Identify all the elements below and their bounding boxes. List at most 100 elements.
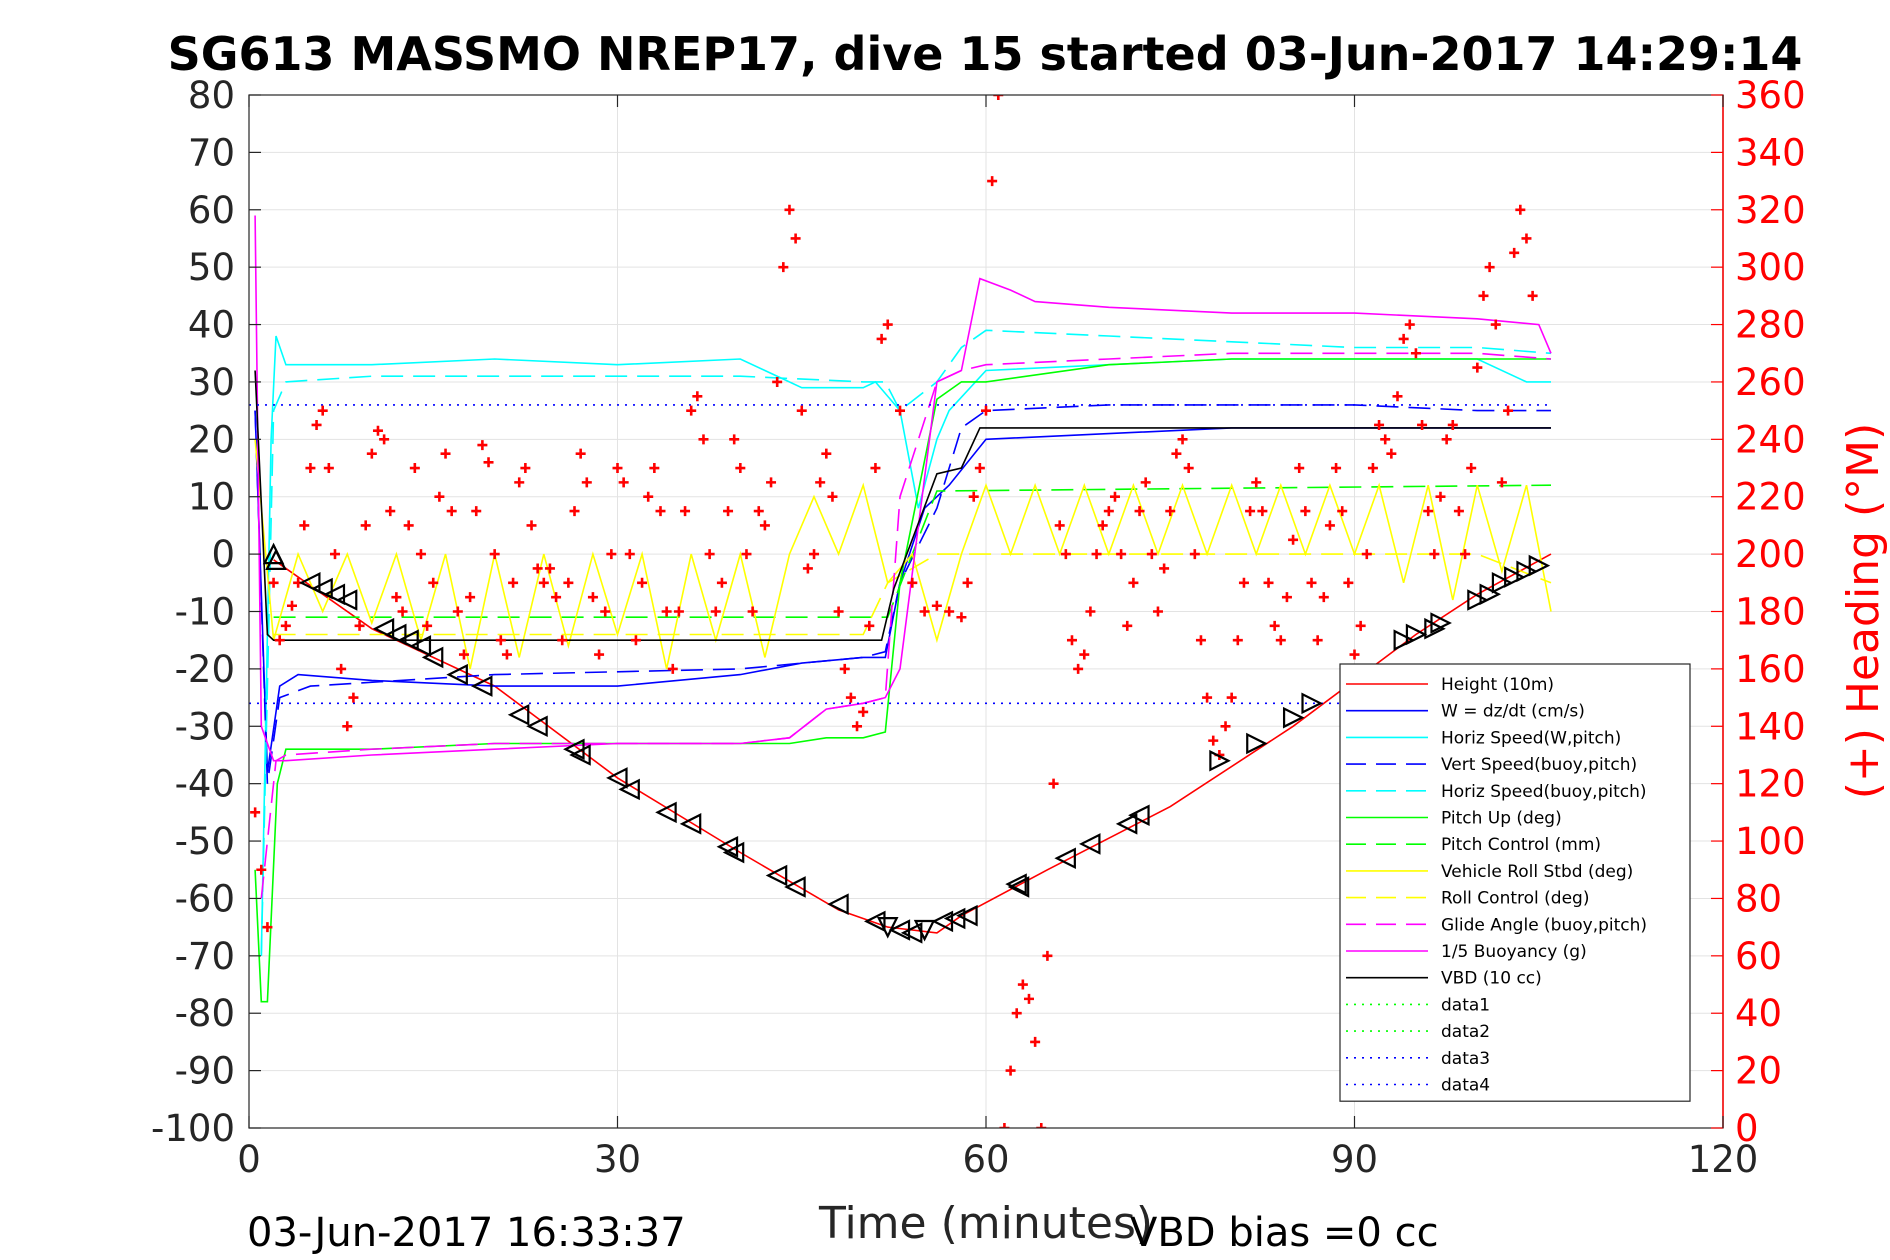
heading-point: [796, 405, 807, 416]
heading-point: [680, 506, 691, 517]
heading-point: [895, 405, 906, 416]
left-tick-label: -70: [175, 935, 235, 978]
heading-point: [1060, 549, 1071, 560]
right-tick-label: 220: [1735, 476, 1806, 519]
legend-label: Glide Angle (buoy,pitch): [1441, 915, 1647, 935]
legend-label: 1/5 Buoyancy (g): [1441, 942, 1587, 962]
heading-point: [1085, 606, 1096, 617]
heading-point: [870, 463, 881, 474]
heading-point: [919, 606, 930, 617]
heading-point: [667, 663, 678, 674]
heading-point: [876, 333, 887, 344]
heading-point: [649, 463, 660, 474]
heading-point: [422, 620, 433, 631]
heading-point: [673, 606, 684, 617]
heading-point: [446, 506, 457, 517]
heading-point: [1097, 520, 1108, 531]
right-tick-label: 300: [1735, 246, 1806, 289]
heading-point: [1361, 549, 1372, 560]
heading-point: [1128, 577, 1139, 588]
heading-point: [391, 592, 402, 603]
heading-point: [1337, 506, 1348, 517]
heading-point: [864, 620, 875, 631]
triangle-marker: [876, 917, 899, 939]
heading-point: [1398, 333, 1409, 344]
heading-point: [698, 434, 709, 445]
right-tick-label: 100: [1735, 820, 1806, 863]
triangle-marker: [679, 813, 702, 835]
heading-point: [1509, 247, 1520, 258]
heading-point: [778, 262, 789, 273]
heading-point: [1165, 506, 1176, 517]
heading-point: [1202, 692, 1213, 703]
left-tick-label: 30: [188, 361, 235, 404]
heading-point: [379, 434, 390, 445]
heading-point: [428, 577, 439, 588]
heading-point: [907, 577, 918, 588]
heading-point: [1367, 463, 1378, 474]
right-tick-label: 160: [1735, 648, 1806, 691]
heading-point: [1109, 491, 1120, 502]
legend-label: Vert Speed(buoy,pitch): [1441, 755, 1637, 775]
heading-point: [372, 425, 383, 436]
left-tick-label: -40: [175, 763, 235, 806]
heading-point: [1195, 635, 1206, 646]
heading-point: [759, 520, 770, 531]
heading-point: [710, 606, 721, 617]
triangle-marker: [1209, 749, 1231, 772]
heading-point: [993, 95, 1004, 100]
heading-point: [594, 649, 605, 660]
legend-label: data4: [1441, 1076, 1490, 1096]
triangle-marker: [1115, 813, 1138, 835]
heading-point: [526, 520, 537, 531]
heading-point: [1281, 592, 1292, 603]
heading-point: [581, 477, 592, 488]
heading-point: [747, 606, 758, 617]
heading-point: [1503, 405, 1514, 416]
heading-point: [974, 463, 985, 474]
heading-point: [520, 463, 531, 474]
heading-point: [563, 577, 574, 588]
heading-point: [452, 606, 463, 617]
triangle-marker: [1467, 589, 1489, 611]
left-tick-label: -100: [151, 1107, 235, 1150]
left-tick-label: -30: [175, 705, 235, 748]
heading-point: [1447, 419, 1458, 430]
heading-point: [1484, 262, 1495, 273]
heading-point: [1011, 1008, 1022, 1019]
heading-point: [999, 1123, 1010, 1128]
heading-point: [1257, 506, 1268, 517]
footer-timestamp: 03-Jun-2017 16:33:37: [247, 1210, 686, 1256]
heading-point: [723, 506, 734, 517]
heading-point: [268, 577, 279, 588]
triangle-marker: [1479, 583, 1502, 606]
left-tick-label: -90: [175, 1050, 235, 1093]
heading-point: [1017, 979, 1028, 990]
heading-point: [827, 491, 838, 502]
right-tick-label: 120: [1735, 763, 1806, 806]
legend-label: Pitch Up (deg): [1441, 809, 1562, 829]
heading-point: [931, 600, 942, 611]
triangle-marker: [913, 919, 936, 942]
series-line-4: [260, 329, 1552, 956]
heading-point: [1103, 506, 1114, 517]
heading-point: [1030, 1036, 1041, 1047]
triangle-marker: [1528, 554, 1551, 577]
heading-point: [1527, 290, 1538, 301]
right-tick-label: 360: [1735, 74, 1806, 117]
heading-point: [587, 592, 598, 603]
heading-point: [256, 864, 267, 875]
triangle-marker: [384, 623, 407, 646]
heading-point: [1453, 506, 1464, 517]
heading-point: [1380, 434, 1391, 445]
legend-label: data2: [1441, 1022, 1490, 1042]
heading-point: [661, 606, 672, 617]
heading-point: [753, 506, 764, 517]
triangle-marker: [397, 629, 419, 651]
right-tick-label: 240: [1735, 418, 1806, 461]
triangle-marker: [1282, 706, 1305, 729]
series-line-1: [254, 410, 1551, 773]
triangle-marker: [1007, 876, 1030, 898]
heading-point: [944, 606, 955, 617]
heading-point: [809, 549, 820, 560]
